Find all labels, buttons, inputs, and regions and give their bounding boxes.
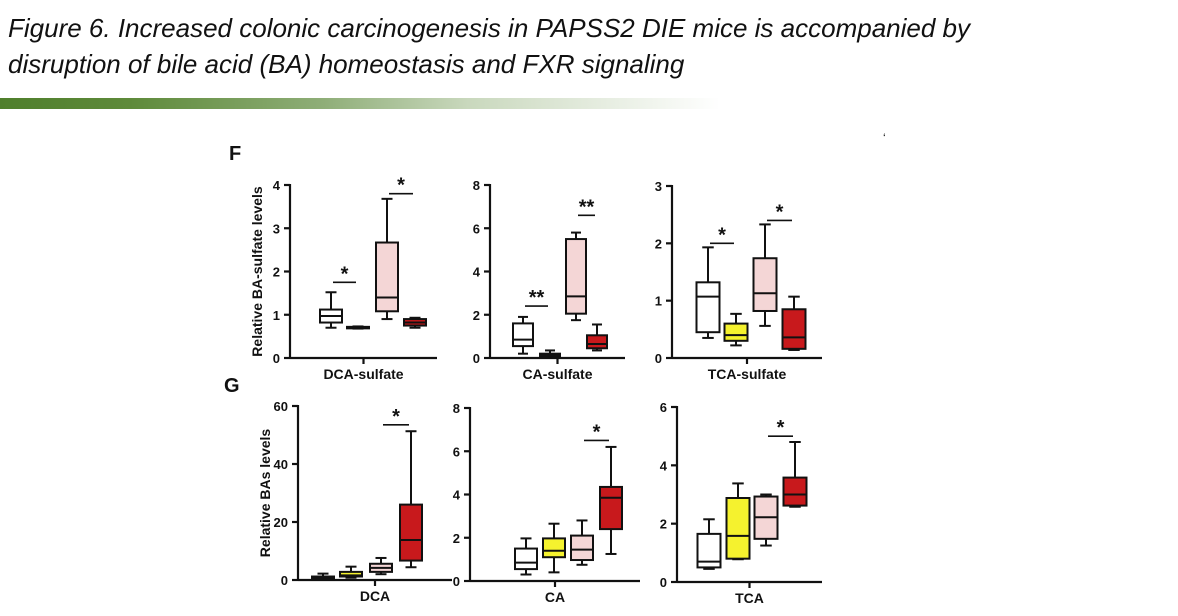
- y-tick-label: 40: [274, 457, 288, 472]
- x-axis-label: CA-sulfate: [522, 366, 592, 382]
- significance-label: **: [529, 287, 545, 309]
- box-group-1: [696, 532, 722, 569]
- figure-title: Figure 6. Increased colonic carcinogenes…: [8, 10, 970, 82]
- y-tick-label: 8: [453, 401, 460, 416]
- box-group-4: [782, 476, 808, 507]
- y-axis-label: Relative BAs levels: [257, 429, 273, 558]
- box-group-3: [375, 241, 399, 313]
- y-tick-label: 60: [274, 399, 288, 414]
- significance-label: **: [579, 196, 595, 218]
- box-group-2: [339, 570, 363, 578]
- significance-label: *: [718, 224, 726, 246]
- significance-label: *: [341, 263, 349, 285]
- y-tick-label: 6: [473, 221, 480, 236]
- figure-title-line2: disruption of bile acid (BA) homeostasis…: [8, 49, 685, 79]
- y-tick-label: 3: [273, 221, 280, 236]
- panel-letter: G: [224, 375, 240, 397]
- x-axis-label: DCA-sulfate: [323, 366, 403, 382]
- y-axis-label: Relative BA-sulfate levels: [249, 186, 265, 357]
- box-group-1: [512, 322, 534, 348]
- y-tick-label: 2: [660, 517, 667, 532]
- box-group-2: [725, 497, 751, 560]
- y-tick-label: 0: [655, 351, 662, 366]
- significance-label: *: [777, 417, 785, 439]
- significance-label: *: [397, 175, 405, 197]
- y-tick-label: 4: [453, 488, 461, 503]
- box-group-1: [514, 547, 538, 571]
- box-group-3: [752, 257, 778, 312]
- box-group-3: [565, 238, 587, 315]
- y-tick-label: 2: [473, 308, 480, 323]
- green-gradient-rule: [0, 98, 720, 109]
- significance-label: *: [776, 201, 784, 223]
- box-group-4: [599, 485, 623, 531]
- box-group-3: [570, 534, 594, 562]
- stray-mark: ‘: [883, 131, 886, 145]
- y-tick-label: 2: [273, 265, 280, 280]
- y-tick-label: 0: [281, 573, 288, 588]
- y-tick-label: 8: [473, 178, 480, 193]
- x-axis-label: TCA: [735, 590, 764, 606]
- y-tick-label: 6: [660, 400, 667, 415]
- y-tick-label: 20: [274, 515, 288, 530]
- panel-letter: F: [229, 143, 241, 165]
- y-tick-label: 1: [655, 294, 662, 309]
- y-tick-label: 0: [473, 351, 480, 366]
- significance-label: *: [392, 406, 400, 428]
- y-tick-label: 2: [453, 531, 460, 546]
- box-group-4: [781, 308, 807, 350]
- y-tick-label: 1: [273, 308, 280, 323]
- box-group-2: [542, 537, 566, 559]
- y-tick-label: 3: [655, 179, 662, 194]
- box-group-4: [399, 503, 423, 562]
- x-axis-label: CA: [545, 589, 565, 605]
- y-tick-label: 6: [453, 444, 460, 459]
- figure-title-line1: Figure 6. Increased colonic carcinogenes…: [8, 13, 970, 43]
- x-axis-label: DCA: [360, 588, 390, 604]
- y-tick-label: 4: [660, 458, 668, 473]
- x-axis-label: TCA-sulfate: [708, 366, 787, 382]
- box-group-1: [695, 281, 721, 334]
- y-tick-label: 4: [473, 265, 481, 280]
- y-tick-label: 2: [655, 236, 662, 251]
- box-group-4: [586, 334, 608, 350]
- y-tick-label: 4: [273, 178, 281, 193]
- y-tick-label: 0: [273, 351, 280, 366]
- y-tick-label: 0: [453, 574, 460, 589]
- significance-label: *: [593, 421, 601, 443]
- y-tick-label: 0: [660, 575, 667, 590]
- box-group-2: [723, 322, 749, 342]
